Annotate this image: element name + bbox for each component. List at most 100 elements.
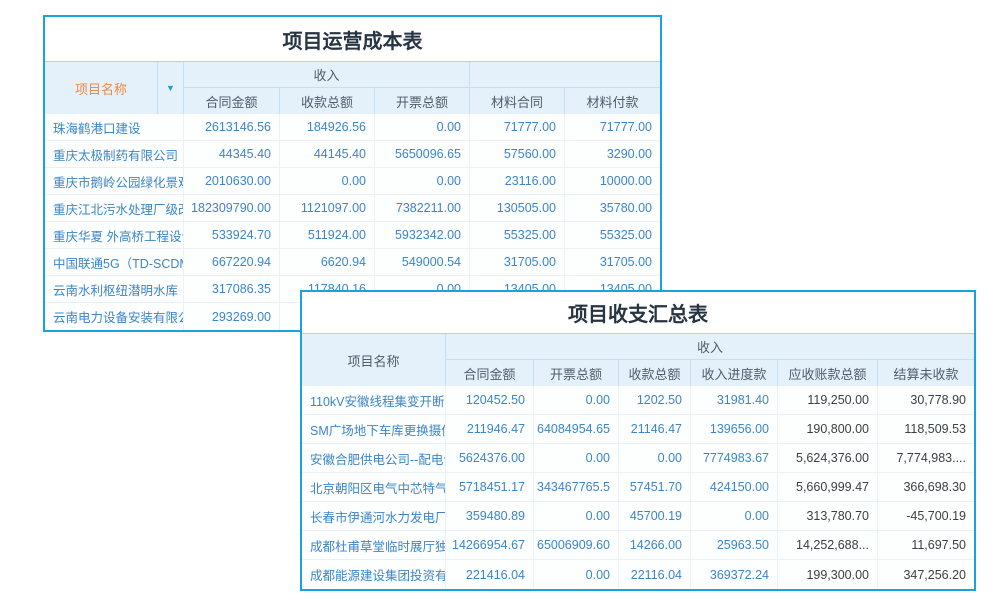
value-cell: 0.00 — [374, 168, 469, 194]
column-header-material-contract: 材料合同 — [469, 88, 564, 114]
column-header-invoice-total: 开票总额 — [533, 360, 618, 386]
group-header-material — [469, 62, 660, 87]
value-cell: 1202.50 — [618, 386, 690, 414]
value-cell: 139656.00 — [690, 415, 777, 443]
table-row[interactable]: 中国联通5G（TD-SCDMA）667220.946620.94549000.5… — [45, 249, 660, 276]
value-cell: 57560.00 — [469, 141, 564, 167]
value-cell: 313,780.70 — [777, 502, 877, 530]
value-cell: 343467765.5 — [533, 473, 618, 501]
group-header-income: 收入 — [183, 62, 469, 87]
table-row[interactable]: 成都能源建设集团投资有限公司221416.040.0022116.0436937… — [302, 560, 974, 589]
value-cell: 0.00 — [533, 386, 618, 414]
project-name-cell: 云南电力设备安装有限公司 — [53, 311, 183, 325]
cost-table-title: 项目运营成本表 — [45, 17, 660, 62]
value-cell: 3290.00 — [564, 141, 660, 167]
table-row[interactable]: SM广场地下车库更换摄像机211946.4764084954.6521146.4… — [302, 415, 974, 444]
project-name-cell: 云南水利枢纽潜明水库 — [53, 283, 179, 298]
value-cell: 119,250.00 — [777, 386, 877, 414]
group-header-income: 收入 — [445, 334, 974, 359]
value-cell: 55325.00 — [469, 222, 564, 248]
table-row[interactable]: 珠海鹤港口建设 2613146.56 184926.56 0.00 71777.00 71… — [45, 114, 660, 141]
value-cell: 44145.40 — [279, 141, 374, 167]
summary-table-window: 项目收支汇总表 项目名称 收入 合同金额 开票总额 收款总额 收入进度款 应收账… — [300, 290, 976, 591]
table-row[interactable]: 重庆华夏 外高桥工程设计 533924.70 511924.00 5932342.00… — [45, 222, 660, 249]
value-cell: 10000.00 — [564, 168, 660, 194]
table-row[interactable]: 北京朝阳区电气中芯特气系统5718451.17343467765.557451.… — [302, 473, 974, 502]
value-cell: 71777.00 — [564, 114, 660, 140]
value-cell: 0.00 — [374, 114, 469, 140]
table-row[interactable]: 成都杜甫草堂临时展厅独立展14266954.6765006909.6014266… — [302, 531, 974, 560]
value-cell: 5650096.65 — [374, 141, 469, 167]
column-header-receivable-total: 应收账款总额 — [777, 360, 877, 386]
table-row[interactable]: 重庆江北污水处理厂级改 182309790.00 1121097.00 7382211… — [45, 195, 660, 222]
value-cell: 211946.47 — [445, 415, 533, 443]
column-header-receipt-total: 收款总额 — [618, 360, 690, 386]
value-cell: 65006909.60 — [533, 531, 618, 559]
value-cell: 182309790.00 — [183, 195, 279, 221]
value-cell: 11,697.50 — [877, 531, 974, 559]
cost-table-header: 项目名称 ▼ 收入 合同金额 收款总额 开票总额 材料合同 材料付款 — [45, 62, 660, 114]
value-cell: 22116.04 — [618, 560, 690, 589]
column-header-contract-amount: 合同金额 — [445, 360, 533, 386]
value-cell: 5,660,999.47 — [777, 473, 877, 501]
value-cell: 0.00 — [618, 444, 690, 472]
value-cell: 5718451.17 — [445, 473, 533, 501]
value-cell: 549000.54 — [374, 249, 469, 275]
value-cell: 369372.24 — [690, 560, 777, 589]
chevron-down-icon: ▼ — [166, 82, 175, 93]
value-cell: 511924.00 — [279, 222, 374, 248]
summary-table-body: 110kV安徽线程集变开断线路120452.500.001202.5031981… — [302, 386, 974, 589]
value-cell: 71777.00 — [469, 114, 564, 140]
value-cell: 0.00 — [533, 560, 618, 589]
value-cell — [279, 303, 374, 330]
value-cell: 667220.94 — [183, 249, 279, 275]
cost-table-column-row: 合同金额 收款总额 开票总额 材料合同 材料付款 — [183, 88, 660, 114]
value-cell: 31981.40 — [690, 386, 777, 414]
value-cell: 130505.00 — [469, 195, 564, 221]
value-cell: 1121097.00 — [279, 195, 374, 221]
project-name-cell: 110kV安徽线程集变开断线路 — [310, 394, 445, 409]
value-cell: 0.00 — [533, 444, 618, 472]
value-cell: 45700.19 — [618, 502, 690, 530]
value-cell: 359480.89 — [445, 502, 533, 530]
value-cell: 55325.00 — [564, 222, 660, 248]
value-cell: 14266954.67 — [445, 531, 533, 559]
value-cell: 0.00 — [690, 502, 777, 530]
cost-table-window: 项目运营成本表 项目名称 ▼ 收入 合同金额 收款总额 开票总额 材料合同 材料… — [43, 15, 662, 332]
project-name-cell: 重庆太极制药有限公司 — [53, 148, 179, 163]
table-row[interactable]: 长春市伊通河水力发电厂改造359480.890.0045700.190.0031… — [302, 502, 974, 531]
cost-table-header-columns: 收入 合同金额 收款总额 开票总额 材料合同 材料付款 — [183, 62, 660, 114]
value-cell: 2010630.00 — [183, 168, 279, 194]
value-cell: 6620.94 — [279, 249, 374, 275]
project-name-cell: 重庆华夏 外高桥工程设计 — [53, 229, 183, 244]
value-cell: 7774983.67 — [690, 444, 777, 472]
value-cell: 5,624,376.00 — [777, 444, 877, 472]
table-row[interactable]: 110kV安徽线程集变开断线路120452.500.001202.5031981… — [302, 386, 974, 415]
value-cell: 30,778.90 — [877, 386, 974, 414]
table-row[interactable]: 安徽合肥供电公司--配电设备5624376.000.000.007774983.… — [302, 444, 974, 473]
value-cell: 57451.70 — [618, 473, 690, 501]
value-cell: 21146.47 — [618, 415, 690, 443]
project-name-header-label: 项目名称 — [347, 353, 400, 369]
filter-dropdown-button[interactable]: ▼ — [157, 62, 183, 114]
project-name-cell: 北京朝阳区电气中芯特气系统 — [310, 481, 445, 496]
value-cell: 366,698.30 — [877, 473, 974, 501]
column-header-receipt-total: 收款总额 — [279, 88, 374, 114]
value-cell: 25963.50 — [690, 531, 777, 559]
value-cell: 7,774,983.... — [877, 444, 974, 472]
value-cell: -45,700.19 — [877, 502, 974, 530]
value-cell: 0.00 — [533, 502, 618, 530]
column-header-contract-amount: 合同金额 — [183, 88, 279, 114]
project-name-cell: 重庆江北污水处理厂级改 — [53, 202, 183, 217]
value-cell: 221416.04 — [445, 560, 533, 589]
summary-table-header: 项目名称 收入 合同金额 开票总额 收款总额 收入进度款 应收账款总额 结算未收… — [302, 334, 974, 386]
project-name-header-label: 项目名称 — [74, 81, 127, 97]
value-cell: 190,800.00 — [777, 415, 877, 443]
project-name-cell: 长春市伊通河水力发电厂改造 — [310, 510, 445, 525]
table-row[interactable]: 重庆太极制药有限公司 44345.40 44145.40 5650096.65 5756… — [45, 141, 660, 168]
value-cell: 120452.50 — [445, 386, 533, 414]
summary-table-header-columns: 收入 合同金额 开票总额 收款总额 收入进度款 应收账款总额 结算未收款 — [445, 334, 974, 386]
table-row[interactable]: 重庆市鹅岭公园绿化景观 2010630.00 0.00 0.00 23116.00 100… — [45, 168, 660, 195]
value-cell: 184926.56 — [279, 114, 374, 140]
value-cell: 44345.40 — [183, 141, 279, 167]
